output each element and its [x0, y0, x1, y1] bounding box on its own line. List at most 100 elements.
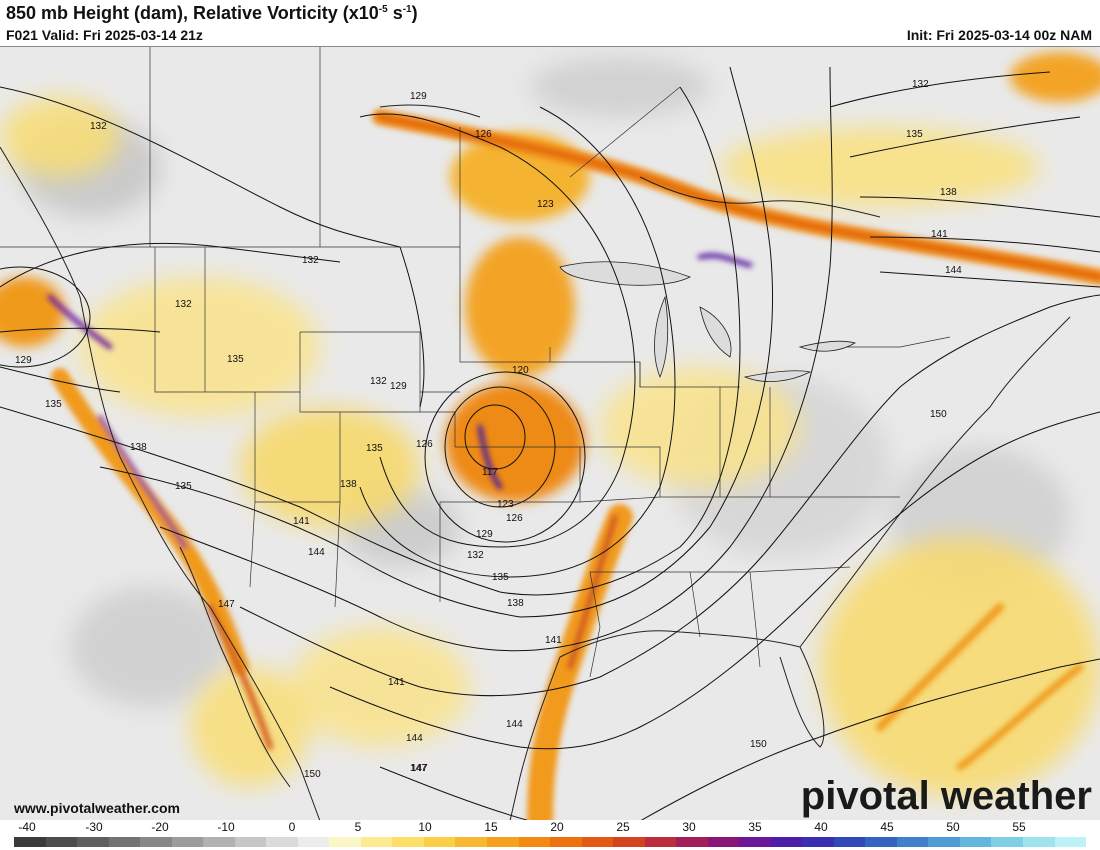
contour-label: 141 — [388, 677, 405, 688]
colorbar-tick: 40 — [814, 820, 828, 834]
colorbar-swatch — [266, 837, 298, 847]
colorbar-tick: -20 — [151, 820, 169, 834]
colorbar-tick: 10 — [418, 820, 432, 834]
contour-label: 144 — [308, 547, 325, 558]
colorbar-swatch — [1054, 837, 1087, 847]
map-title: 850 mb Height (dam), Relative Vorticity … — [6, 3, 418, 23]
contour-label: 132 — [90, 121, 107, 132]
colorbar-tick: -40 — [18, 820, 36, 834]
contour-label: 132 — [175, 299, 192, 310]
colorbar-swatch — [455, 837, 487, 847]
colorbar-swatch — [297, 837, 330, 847]
colorbar-swatch — [171, 837, 204, 847]
contour-label: 129 — [410, 91, 427, 102]
contour-label: 129 — [390, 381, 407, 392]
colorbar-swatch — [613, 837, 645, 847]
website-label: www.pivotalweather.com — [13, 800, 180, 816]
contour-label: 132 — [912, 79, 929, 90]
contour-label: 132 — [302, 255, 319, 266]
colorbar-swatch — [1023, 837, 1055, 847]
weather-map[interactable]: 132 129 126 123 120 117 123 126 129 132 … — [0, 46, 1100, 821]
colorbar-swatch — [360, 837, 393, 847]
coastlines — [0, 104, 1071, 821]
header: 850 mb Height (dam), Relative Vorticity … — [0, 0, 1100, 46]
brand-logo: pivotal weather — [801, 774, 1092, 818]
contour-label: 126 — [416, 439, 433, 450]
colorbar-swatch — [234, 837, 267, 847]
colorbar-swatch — [865, 837, 897, 847]
contour-label: 141 — [931, 229, 948, 240]
colorbar-tick: 5 — [354, 820, 362, 834]
contour-label: 123 — [497, 499, 514, 510]
great-lakes — [559, 261, 857, 382]
contour-label: 147 — [218, 599, 235, 610]
contour-label: 141 — [545, 635, 562, 646]
colorbar-swatch — [707, 837, 740, 847]
map-canvas: 132 129 126 123 120 117 123 126 129 132 … — [0, 47, 1100, 821]
colorbar-swatch — [802, 837, 834, 847]
colorbar-swatch — [928, 837, 960, 847]
contour-labels: 132 129 126 123 120 117 123 126 129 132 … — [15, 79, 962, 780]
valid-time: F021 Valid: Fri 2025-03-14 21z — [6, 27, 203, 43]
contour-label: 129 — [15, 355, 32, 366]
init-time: Init: Fri 2025-03-14 00z NAM — [906, 27, 1092, 43]
colorbar-swatch — [959, 837, 992, 847]
contour-label: 117 — [482, 467, 498, 478]
contour-label: 144 — [406, 733, 423, 744]
contour-label: 135 — [906, 129, 923, 140]
contour-label: 144 — [945, 265, 962, 276]
colorbar-swatch — [644, 837, 677, 847]
colorbar-swatch — [77, 837, 109, 847]
colorbar-swatch — [581, 837, 614, 847]
colorbar-gradient — [14, 837, 1087, 847]
contour-label: 132 — [370, 376, 387, 387]
contour-label: 150 — [304, 769, 321, 780]
contour-label: 150 — [930, 409, 947, 420]
contour-label: 135 — [492, 572, 509, 583]
colorbar-tick: 0 — [288, 820, 296, 834]
contour-label: 138 — [340, 479, 357, 490]
colorbar-swatch — [14, 837, 46, 847]
colorbar-swatch — [45, 837, 78, 847]
contour-label: 144 — [506, 719, 523, 730]
yellow-vorticity-areas — [0, 97, 1100, 797]
colorbar-swatch — [392, 837, 424, 847]
colorbar-swatch — [770, 837, 803, 847]
colorbar-swatch — [203, 837, 235, 847]
contour-label: 138 — [130, 442, 147, 453]
colorbar-swatch — [140, 837, 172, 847]
colorbar: -40 -30 -20 -10 0 5 10 15 20 25 30 35 40… — [0, 820, 1100, 850]
contour-label: 135 — [227, 354, 244, 365]
contour-label: 147 — [410, 763, 427, 774]
colorbar-swatch — [550, 837, 582, 847]
colorbar-swatch — [896, 837, 929, 847]
colorbar-tick: 45 — [880, 820, 894, 834]
colorbar-tick: -10 — [217, 820, 235, 834]
contour-label: 135 — [366, 443, 383, 454]
colorbar-tick: 20 — [550, 820, 564, 834]
colorbar-swatch — [833, 837, 866, 847]
colorbar-swatch — [108, 837, 141, 847]
contour-label: 129 — [476, 529, 493, 540]
contour-label: 147 — [411, 763, 428, 774]
colorbar-swatch — [423, 837, 456, 847]
contour-label: 138 — [940, 187, 957, 198]
contour-label: 132 — [467, 550, 484, 561]
colorbar-tick: 15 — [484, 820, 498, 834]
height-contours — [0, 66, 1100, 821]
colorbar-swatch — [329, 837, 361, 847]
political-borders — [0, 47, 951, 678]
vorticity-bands — [47, 109, 1100, 821]
colorbar-swatch — [991, 837, 1023, 847]
colorbar-tick: 35 — [748, 820, 762, 834]
colorbar-swatch — [518, 837, 551, 847]
colorbar-tick: 30 — [682, 820, 696, 834]
contour-label: 126 — [506, 513, 523, 524]
colorbar-swatch — [739, 837, 771, 847]
contour-label: 141 — [293, 516, 310, 527]
contour-label: 135 — [175, 481, 192, 492]
contour-label: 123 — [537, 199, 554, 210]
colorbar-swatch — [486, 837, 519, 847]
colorbar-tick: -30 — [85, 820, 103, 834]
contour-label: 120 — [512, 365, 529, 376]
